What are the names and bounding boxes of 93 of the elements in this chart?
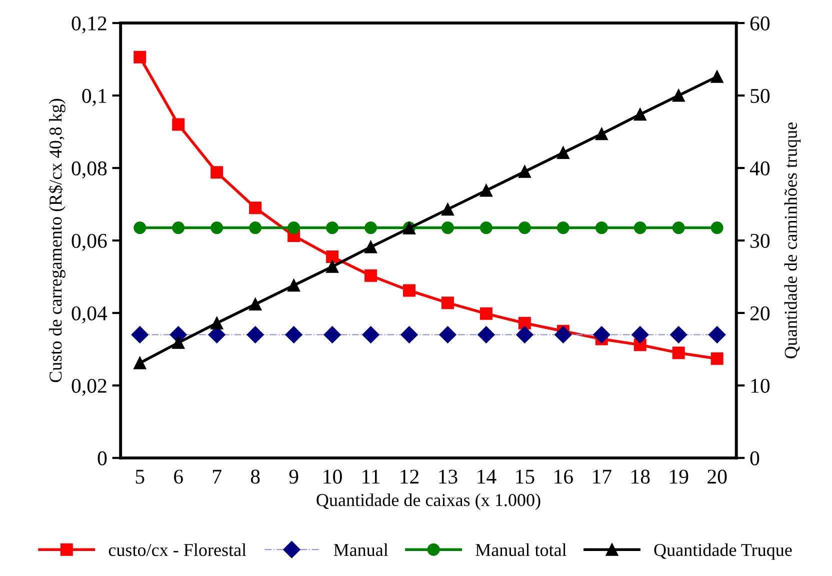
x-tick-label: 18: [632, 470, 650, 484]
y2-tick-label: 60: [750, 16, 770, 30]
x-tick-label: 5: [136, 470, 144, 484]
point: [480, 307, 492, 320]
point: [172, 336, 185, 349]
point: [288, 222, 300, 234]
y2-tick-label: 20: [750, 306, 770, 320]
point: [249, 202, 262, 214]
point: [670, 326, 688, 344]
y-axis-title: Custo de carregamento (R$/cx 40,8 kg): [48, 98, 66, 382]
y2-tick-label: 40: [750, 161, 770, 176]
point: [288, 279, 300, 292]
legend-label: Quantidade Truque: [654, 543, 792, 560]
point: [210, 222, 224, 234]
point: [710, 352, 724, 365]
point: [131, 326, 148, 344]
point: [134, 50, 146, 64]
y-tick-label: 0,08: [72, 161, 107, 178]
point: [364, 222, 378, 234]
point: [556, 222, 570, 234]
y2-tick-label: 30: [750, 234, 770, 248]
point: [710, 222, 724, 234]
y-tick-label: 0,02: [72, 378, 106, 396]
point: [326, 250, 339, 264]
legend-label: Manual: [334, 543, 388, 556]
point: [518, 222, 531, 234]
x-tick-label: 15: [516, 470, 534, 484]
point: [400, 326, 418, 344]
point: [518, 165, 531, 178]
point: [134, 222, 146, 234]
point: [364, 269, 378, 282]
point: [172, 118, 185, 131]
y2-tick-label: 10: [751, 378, 770, 393]
x-tick-label: 20: [708, 470, 727, 484]
x-tick-label: 16: [554, 470, 573, 484]
point: [710, 70, 724, 83]
x-tick-label: 19: [670, 470, 688, 484]
point: [480, 184, 492, 197]
y2-tick-label: 50: [750, 88, 770, 103]
x-tick-label: 10: [324, 470, 342, 484]
y-tick-label: 0,06: [72, 234, 107, 251]
point: [326, 222, 339, 234]
x-tick-label: 13: [439, 470, 458, 484]
point: [285, 326, 302, 344]
point: [672, 222, 685, 234]
point: [134, 356, 146, 370]
point: [364, 240, 378, 254]
point: [246, 326, 264, 344]
x-tick-label: 7: [213, 470, 222, 484]
point: [172, 222, 185, 234]
y-tick-label: 0,12: [72, 16, 106, 34]
point: [634, 222, 646, 234]
x-tick-label: 8: [250, 470, 260, 484]
point: [634, 108, 646, 121]
legend-label: Manual total: [476, 543, 566, 556]
legend-label: custo/cx - Florestal: [108, 543, 246, 556]
point: [593, 326, 610, 344]
point: [480, 222, 492, 234]
point: [441, 203, 454, 216]
point: [441, 222, 454, 234]
y-tick-label: 0,1: [82, 88, 106, 106]
point: [210, 316, 224, 330]
point: [210, 166, 224, 179]
point: [556, 146, 570, 160]
x-tick-label: 6: [174, 470, 183, 484]
point: [554, 326, 572, 344]
point: [249, 222, 262, 234]
point: [324, 326, 341, 344]
point: [632, 326, 649, 344]
point: [595, 128, 608, 140]
y-tick-label: 0: [98, 451, 107, 466]
x-tick-label: 12: [400, 470, 419, 484]
point: [362, 326, 380, 344]
point: [516, 326, 534, 344]
point: [708, 326, 726, 344]
x-axis-title: Quantidade de caixas (x 1.000): [316, 493, 540, 510]
y-tick-label: 0,04: [72, 306, 108, 324]
point: [672, 346, 685, 360]
point: [402, 284, 416, 297]
point: [326, 260, 339, 273]
y2-axis-title: Quantidade de caminhões truque: [784, 122, 801, 358]
x-tick-label: 9: [289, 470, 298, 484]
x-tick-label: 17: [593, 470, 612, 484]
point: [595, 222, 608, 234]
point: [672, 89, 685, 102]
point: [518, 316, 531, 330]
point: [478, 326, 495, 344]
x-tick-label: 14: [478, 470, 496, 484]
point: [249, 298, 262, 311]
point: [439, 326, 456, 344]
point: [441, 296, 454, 310]
y2-tick-label: 0: [750, 451, 760, 466]
x-tick-label: 11: [362, 470, 380, 484]
